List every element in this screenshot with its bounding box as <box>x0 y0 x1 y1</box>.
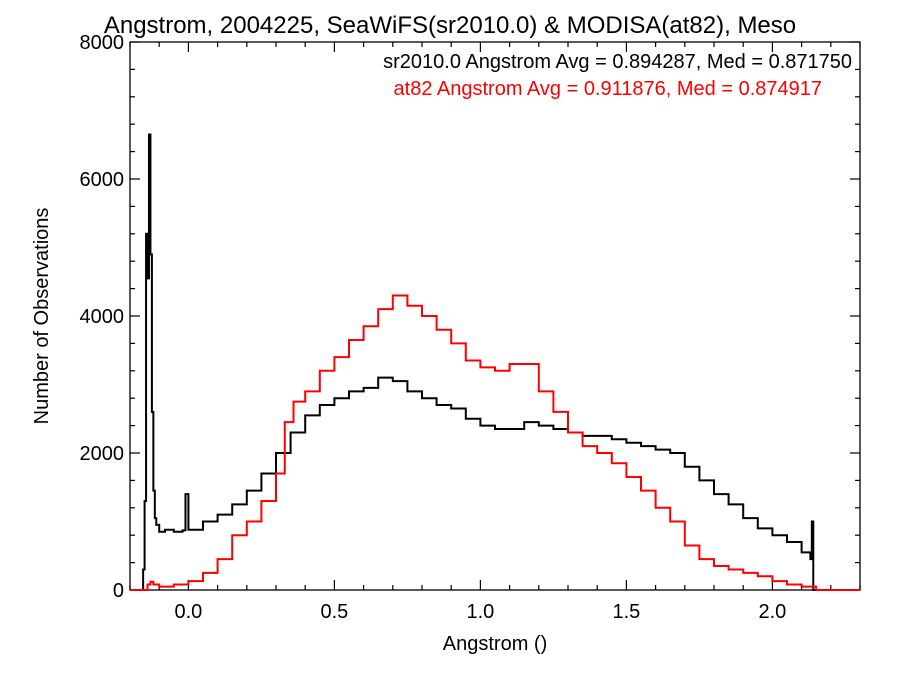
annotation-sr2010: sr2010.0 Angstrom Avg = 0.894287, Med = … <box>383 51 852 73</box>
y-tick-label: 0 <box>113 580 124 602</box>
y-axis-label: Number of Observations <box>31 208 53 425</box>
x-tick-label: 1.5 <box>612 601 640 623</box>
x-tick-label: 0.5 <box>320 601 348 623</box>
y-tick-label: 8000 <box>80 32 125 54</box>
y-tick-label: 2000 <box>80 443 125 465</box>
y-tick-label: 4000 <box>80 306 125 328</box>
annotation-at82: at82 Angstrom Avg = 0.911876, Med = 0.87… <box>394 78 822 100</box>
x-tick-label: 2.0 <box>758 601 786 623</box>
axis-ticks: 0.0 0.5 1.0 1.5 2.0 0 2000 4000 6000 8000 <box>80 32 861 623</box>
series-layer <box>130 133 860 591</box>
x-axis-label: Angstrom () <box>443 633 547 655</box>
y-tick-label: 6000 <box>80 169 125 191</box>
x-tick-label: 1.0 <box>466 601 494 623</box>
series-line-at82 <box>130 294 860 591</box>
chart-title: Angstrom, 2004225, SeaWiFS(sr2010.0) & M… <box>104 12 796 39</box>
plot-frame <box>129 41 861 591</box>
x-tick-label: 0.0 <box>174 601 202 623</box>
series-line-sr2010 <box>130 133 860 591</box>
